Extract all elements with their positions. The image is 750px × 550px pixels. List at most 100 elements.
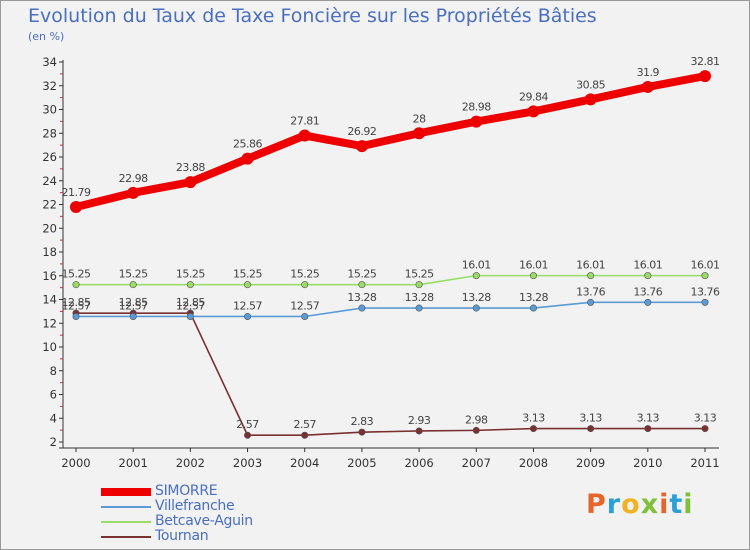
data-point-villefranche: [129, 312, 137, 320]
axes: [59, 60, 719, 449]
y-tick-label: 24: [42, 174, 57, 188]
data-point-betcave-aguin: [415, 281, 423, 289]
y-tick-label: 22: [42, 198, 57, 212]
data-label-villefranche: 13.28: [462, 291, 491, 304]
data-point-villefranche: [244, 312, 252, 320]
data-label-betcave-aguin: 16.01: [633, 259, 662, 272]
data-point-betcave-aguin: [244, 281, 252, 289]
logo-letter: t: [669, 489, 684, 520]
proxiti-logo: Proxiti: [586, 489, 694, 520]
data-label-betcave-aguin: 15.25: [62, 268, 91, 281]
data-label-betcave-aguin: 15.25: [405, 268, 434, 281]
data-label-villefranche: 12.57: [62, 299, 91, 312]
data-label-simorre: 23.88: [176, 161, 205, 174]
chart-title: Evolution du Taux de Taxe Foncière sur l…: [28, 5, 597, 27]
y-tick-label: 16: [42, 269, 57, 283]
data-point-simorre: [584, 93, 597, 106]
y-tick-label: 4: [50, 411, 57, 425]
y-tick-label: 28: [42, 126, 57, 140]
data-point-villefranche: [529, 304, 537, 312]
legend-label-simorre: SIMORRE: [155, 483, 218, 499]
data-point-villefranche: [415, 304, 423, 312]
data-point-simorre: [470, 115, 483, 128]
y-tick-label: 12: [42, 316, 57, 330]
logo-letter: r: [606, 489, 622, 520]
data-point-simorre: [298, 129, 311, 142]
x-tick-label: 2000: [61, 456, 90, 470]
data-point-tournan: [301, 431, 309, 439]
logo-letter: o: [621, 489, 641, 520]
y-tick-label: 26: [42, 150, 57, 164]
data-point-betcave-aguin: [644, 272, 652, 280]
series-line-villefranche: [75, 301, 706, 318]
data-label-villefranche: 13.28: [405, 291, 434, 304]
data-labels: 12.85 12.85 12.85 2.57 2.57 2.83 2.93 2.98 3.13 3…: [62, 55, 721, 431]
data-label-simorre: 30.85: [576, 78, 605, 91]
data-label-tournan: 2.57: [293, 418, 316, 431]
logo-letter: P: [586, 489, 607, 520]
legend-swatch-villefranche: [101, 506, 151, 508]
unit-label: (en %): [28, 30, 65, 43]
data-point-betcave-aguin: [186, 281, 194, 289]
y-tick-label: 32: [42, 79, 57, 93]
data-label-villefranche: 12.57: [119, 299, 148, 312]
data-label-simorre: 27.81: [290, 115, 319, 128]
data-point-simorre: [70, 200, 82, 213]
data-point-betcave-aguin: [301, 281, 309, 289]
data-point-simorre: [641, 80, 654, 93]
data-label-simorre: 31.9: [637, 66, 660, 79]
data-label-tournan: 3.13: [522, 412, 545, 425]
data-point-tournan: [244, 431, 252, 439]
data-label-betcave-aguin: 15.25: [176, 268, 205, 281]
data-label-villefranche: 13.76: [691, 285, 720, 298]
data-point-villefranche: [72, 312, 80, 320]
data-point-simorre: [413, 127, 426, 140]
data-point-villefranche: [301, 312, 309, 320]
legend-label-betcave-aguin: Betcave-Aguin: [155, 513, 253, 529]
data-point-simorre: [127, 186, 140, 199]
y-tick-label: 14: [42, 293, 57, 307]
data-label-tournan: 12.85: [119, 296, 148, 309]
series-lines: [70, 70, 711, 439]
data-point-simorre: [527, 105, 540, 118]
y-tick-label: 30: [42, 103, 57, 117]
legend-label-villefranche: Villefranche: [155, 498, 235, 514]
data-point-villefranche: [644, 298, 652, 306]
data-label-tournan: 2.57: [236, 418, 259, 431]
legend-swatch-betcave-aguin: [101, 521, 151, 523]
x-tick-label: 2010: [633, 456, 662, 470]
data-label-betcave-aguin: 15.25: [347, 268, 376, 281]
data-point-betcave-aguin: [129, 281, 137, 289]
data-point-tournan: [358, 428, 366, 436]
data-label-simorre: 26.92: [347, 125, 376, 138]
data-label-villefranche: 13.76: [576, 285, 605, 298]
data-label-tournan: 3.13: [579, 412, 602, 425]
series-line-tournan: [75, 312, 706, 437]
data-label-simorre: 29.84: [519, 90, 548, 103]
data-point-villefranche: [186, 312, 194, 320]
data-point-tournan: [472, 426, 480, 434]
logo-letter: i: [659, 489, 670, 520]
data-point-betcave-aguin: [472, 272, 480, 280]
data-point-villefranche: [358, 304, 366, 312]
legend-swatch-simorre: [101, 488, 151, 496]
data-label-tournan: 12.85: [176, 296, 205, 309]
x-tick-label: 2007: [462, 456, 491, 470]
series-line-betcave-aguin: [75, 274, 706, 286]
data-point-tournan: [587, 425, 595, 433]
x-tick-label: 2009: [576, 456, 605, 470]
series-line-simorre: [72, 72, 709, 211]
data-label-simorre: 28: [413, 112, 426, 125]
x-axis-ticks: 2000 2001 2002 2003 2004 2005 2006 2007 2008 2009…: [61, 448, 720, 470]
legend-swatch-tournan: [101, 536, 151, 538]
data-label-betcave-aguin: 16.01: [576, 259, 605, 272]
data-label-villefranche: 13.28: [347, 291, 376, 304]
data-label-simorre: 32.81: [691, 55, 720, 68]
x-tick-label: 2004: [290, 456, 319, 470]
y-tick-label: 18: [42, 245, 57, 259]
data-label-betcave-aguin: 16.01: [462, 259, 491, 272]
y-tick-label: 10: [42, 340, 57, 354]
data-label-tournan: 2.98: [465, 413, 488, 426]
